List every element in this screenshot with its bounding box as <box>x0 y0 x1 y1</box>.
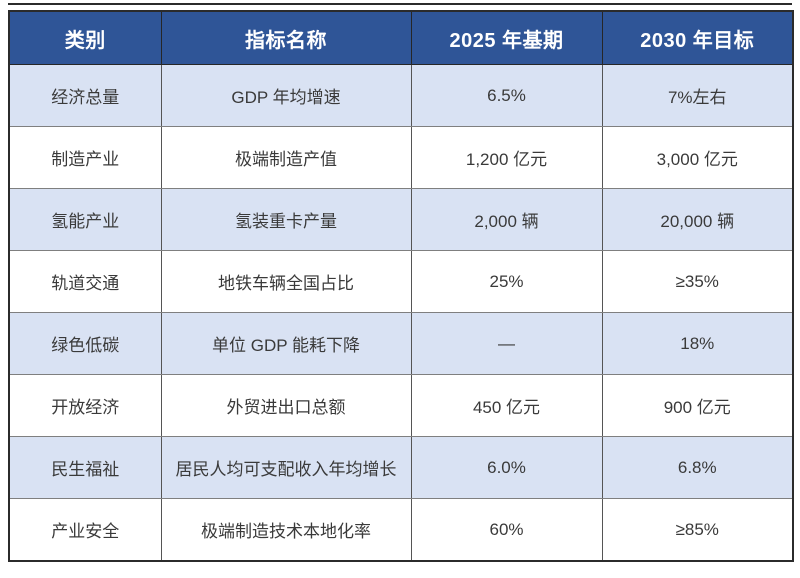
table-row: 制造产业 极端制造产值 1,200 亿元 3,000 亿元 <box>8 126 794 189</box>
header-row: 类别 指标名称 2025 年基期 2030 年目标 <box>8 10 794 65</box>
table-body: 经济总量 GDP 年均增速 6.5% 7%左右 制造产业 极端制造产值 1,20… <box>8 64 794 562</box>
cell-target-2030: 7%左右 <box>601 64 794 127</box>
table-row: 绿色低碳 单位 GDP 能耗下降 — 18% <box>8 312 794 375</box>
indicator-table: 类别 指标名称 2025 年基期 2030 年目标 经济总量 GDP 年均增速 … <box>8 10 794 562</box>
cell-base-2025: 2,000 辆 <box>410 188 603 251</box>
cell-indicator: 地铁车辆全国占比 <box>160 250 412 313</box>
cell-base-2025: — <box>410 312 603 375</box>
cell-category: 氢能产业 <box>8 188 162 251</box>
column-header-category: 类别 <box>8 10 162 65</box>
column-header-base-2025: 2025 年基期 <box>410 10 603 65</box>
cell-category: 民生福祉 <box>8 436 162 499</box>
cell-category: 开放经济 <box>8 374 162 437</box>
table-row: 民生福祉 居民人均可支配收入年均增长 6.0% 6.8% <box>8 436 794 499</box>
cell-target-2030: 18% <box>601 312 794 375</box>
cell-target-2030: 20,000 辆 <box>601 188 794 251</box>
cell-indicator: 居民人均可支配收入年均增长 <box>160 436 412 499</box>
cell-base-2025: 450 亿元 <box>410 374 603 437</box>
column-header-target-2030: 2030 年目标 <box>601 10 794 65</box>
cell-category: 轨道交通 <box>8 250 162 313</box>
table-row: 轨道交通 地铁车辆全国占比 25% ≥35% <box>8 250 794 313</box>
cell-indicator: 极端制造技术本地化率 <box>160 498 412 562</box>
cell-target-2030: 900 亿元 <box>601 374 794 437</box>
cell-indicator: GDP 年均增速 <box>160 64 412 127</box>
table-row: 产业安全 极端制造技术本地化率 60% ≥85% <box>8 498 794 562</box>
cell-target-2030: ≥85% <box>601 498 794 562</box>
cell-target-2030: 6.8% <box>601 436 794 499</box>
cell-indicator: 氢装重卡产量 <box>160 188 412 251</box>
cell-category: 制造产业 <box>8 126 162 189</box>
top-rule-divider <box>8 3 792 5</box>
cell-indicator: 极端制造产值 <box>160 126 412 189</box>
table-header: 类别 指标名称 2025 年基期 2030 年目标 <box>8 10 794 65</box>
cell-base-2025: 60% <box>410 498 603 562</box>
column-header-indicator: 指标名称 <box>160 10 412 65</box>
cell-base-2025: 6.5% <box>410 64 603 127</box>
table-row: 氢能产业 氢装重卡产量 2,000 辆 20,000 辆 <box>8 188 794 251</box>
cell-target-2030: ≥35% <box>601 250 794 313</box>
cell-indicator: 单位 GDP 能耗下降 <box>160 312 412 375</box>
cell-base-2025: 6.0% <box>410 436 603 499</box>
cell-category: 产业安全 <box>8 498 162 562</box>
cell-base-2025: 25% <box>410 250 603 313</box>
cell-category: 绿色低碳 <box>8 312 162 375</box>
cell-category: 经济总量 <box>8 64 162 127</box>
table-row: 开放经济 外贸进出口总额 450 亿元 900 亿元 <box>8 374 794 437</box>
cell-target-2030: 3,000 亿元 <box>601 126 794 189</box>
table-row: 经济总量 GDP 年均增速 6.5% 7%左右 <box>8 64 794 127</box>
cell-indicator: 外贸进出口总额 <box>160 374 412 437</box>
cell-base-2025: 1,200 亿元 <box>410 126 603 189</box>
